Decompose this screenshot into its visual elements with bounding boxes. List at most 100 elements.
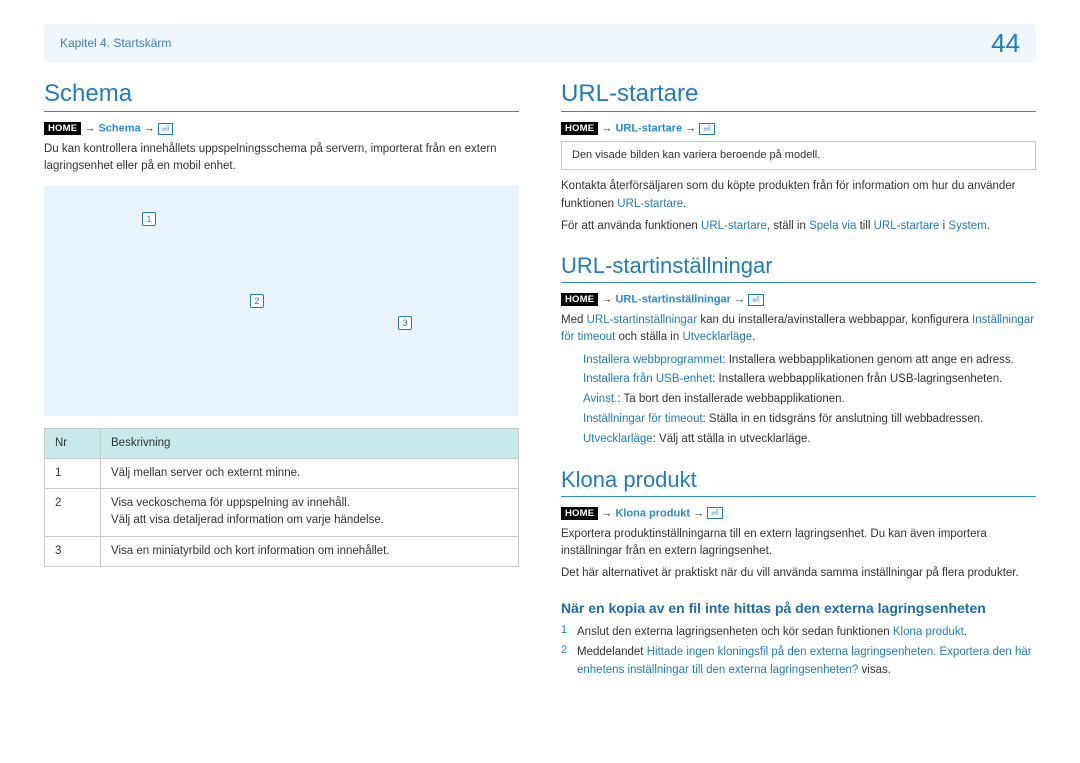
- text: .: [964, 626, 967, 638]
- home-badge: HOME: [561, 122, 598, 135]
- th-nr: Nr: [45, 428, 101, 458]
- cell-desc: Visa veckoschema för uppspelning av inne…: [101, 489, 519, 537]
- link-text: URL-startinställningar: [587, 314, 698, 326]
- table-header-row: Nr Beskrivning: [45, 428, 519, 458]
- link-text: URL-startare: [617, 198, 683, 210]
- text: .: [752, 331, 755, 343]
- text: Anslut den externa lagringsenheten och k…: [577, 626, 890, 638]
- list-item: Installera från USB-enhet: Installera we…: [573, 371, 1036, 389]
- schema-breadcrumb: HOME → Schema → ⏎: [44, 122, 519, 135]
- copy-not-found-subheader: När en kopia av en fil inte hittas på de…: [561, 600, 1036, 616]
- url-p1: Kontakta återförsäljaren som du köpte pr…: [561, 178, 1036, 213]
- table-row: 2 Visa veckoschema för uppspelning av in…: [45, 489, 519, 537]
- cell-desc: Välj mellan server och externt minne.: [101, 458, 519, 488]
- url-settings-link: URL-startinställningar: [615, 294, 731, 306]
- marker-3: 3: [398, 316, 412, 330]
- home-badge: HOME: [561, 293, 598, 306]
- right-column: URL-startare HOME → URL-startare → ⏎ Den…: [561, 80, 1036, 682]
- bullet-label: Inställningar för timeout: [583, 413, 703, 425]
- step-number: 2: [561, 644, 571, 656]
- link-text: System: [948, 220, 986, 232]
- home-badge: HOME: [561, 507, 598, 520]
- list-item: Utvecklarläge: Välj att ställa in utveck…: [573, 431, 1036, 449]
- schema-link: Schema: [98, 122, 140, 134]
- text: Meddelandet: [577, 646, 644, 658]
- schema-heading: Schema: [44, 80, 519, 112]
- clone-breadcrumb: HOME → Klona produkt → ⏎: [561, 507, 1036, 520]
- list-item: Installera webbprogrammet: Installera we…: [573, 352, 1036, 370]
- link-text: Utvecklarläge: [682, 331, 752, 343]
- step-number: 1: [561, 624, 571, 636]
- enter-icon: ⏎: [748, 294, 764, 306]
- clone-product-heading: Klona produkt: [561, 467, 1036, 497]
- clone-p1: Exportera produktinställningarna till en…: [561, 526, 1036, 561]
- schema-screenshot-placeholder: 1 2 3: [44, 186, 519, 416]
- clone-p2: Det här alternativet är praktiskt när du…: [561, 565, 1036, 582]
- url-settings-intro: Med URL-startinställningar kan du instal…: [561, 312, 1036, 347]
- clone-link: Klona produkt: [615, 507, 690, 519]
- cell-desc-line: Visa veckoschema för uppspelning av inne…: [111, 497, 350, 509]
- steps-block: 1 Anslut den externa lagringsenheten och…: [561, 624, 1036, 679]
- url-starter-breadcrumb: HOME → URL-startare → ⏎: [561, 122, 1036, 135]
- bullet-label: Installera webbprogrammet: [583, 354, 722, 366]
- bullet-text: : Ta bort den installerade webbapplikati…: [617, 393, 844, 405]
- bullet-text: : Välj att ställa in utvecklarläge.: [653, 433, 811, 445]
- bullet-text: : Installera webbapplikationen genom att…: [722, 354, 1014, 366]
- arrow-icon: →: [144, 122, 158, 134]
- bullet-label: Avinst.: [583, 393, 617, 405]
- text: kan du installera/avinstallera webbappar…: [697, 314, 972, 326]
- text: .: [987, 220, 990, 232]
- text: , ställ in: [767, 220, 806, 232]
- link-text: URL-startare: [874, 220, 940, 232]
- cell-nr: 1: [45, 458, 101, 488]
- step-text: Meddelandet Hittade ingen kloningsfil på…: [577, 644, 1036, 680]
- enter-icon: ⏎: [158, 123, 174, 135]
- text: Med: [561, 314, 583, 326]
- text: till: [856, 220, 873, 232]
- table-row: 3 Visa en miniatyrbild och kort informat…: [45, 536, 519, 566]
- top-bar: Kapitel 4. Startskärm 44: [44, 24, 1036, 62]
- bullet-label: Installera från USB-enhet: [583, 373, 712, 385]
- arrow-icon: →: [84, 122, 98, 134]
- arrow-icon: →: [601, 294, 615, 306]
- list-item: Avinst.: Ta bort den installerade webbap…: [573, 391, 1036, 409]
- link-text: Klona produkt: [893, 626, 964, 638]
- arrow-icon: →: [685, 122, 699, 134]
- url-p2: För att använda funktionen URL-startare,…: [561, 218, 1036, 235]
- bullet-text: : Installera webbapplikationen från USB-…: [712, 373, 1002, 385]
- left-column: Schema HOME → Schema → ⏎ Du kan kontroll…: [44, 80, 519, 682]
- home-badge: HOME: [44, 122, 81, 135]
- enter-icon: ⏎: [707, 507, 723, 519]
- cell-nr: 2: [45, 489, 101, 537]
- url-settings-breadcrumb: HOME → URL-startinställningar → ⏎: [561, 293, 1036, 306]
- step-row: 2 Meddelandet Hittade ingen kloningsfil …: [561, 644, 1036, 680]
- text: visas.: [858, 664, 891, 676]
- arrow-icon: →: [734, 294, 748, 306]
- step-text: Anslut den externa lagringsenheten och k…: [577, 624, 1036, 642]
- schema-intro-text: Du kan kontrollera innehållets uppspelni…: [44, 141, 519, 176]
- text: För att använda funktionen: [561, 220, 698, 232]
- bullet-text: : Ställa in en tidsgräns för anslutning …: [703, 413, 984, 425]
- arrow-icon: →: [693, 507, 707, 519]
- cell-desc-line: Välj att visa detaljerad information om …: [111, 514, 384, 526]
- th-desc: Beskrivning: [101, 428, 519, 458]
- arrow-icon: →: [601, 507, 615, 519]
- description-table: Nr Beskrivning 1 Välj mellan server och …: [44, 428, 519, 567]
- marker-1: 1: [142, 212, 156, 226]
- step-row: 1 Anslut den externa lagringsenheten och…: [561, 624, 1036, 642]
- url-starter-heading: URL-startare: [561, 80, 1036, 112]
- text: och ställa in: [615, 331, 682, 343]
- two-column-layout: Schema HOME → Schema → ⏎ Du kan kontroll…: [44, 80, 1036, 682]
- info-box: Den visade bilden kan variera beroende p…: [561, 141, 1036, 170]
- list-item: Inställningar för timeout: Ställa in en …: [573, 411, 1036, 429]
- enter-icon: ⏎: [699, 123, 715, 135]
- url-settings-heading: URL-startinställningar: [561, 253, 1036, 283]
- page-number: 44: [991, 28, 1020, 59]
- chapter-label: Kapitel 4. Startskärm: [60, 36, 171, 50]
- table-row: 1 Välj mellan server och externt minne.: [45, 458, 519, 488]
- cell-desc: Visa en miniatyrbild och kort informatio…: [101, 536, 519, 566]
- bullet-label: Utvecklarläge: [583, 433, 653, 445]
- link-text: Spela via: [809, 220, 856, 232]
- arrow-icon: →: [601, 122, 615, 134]
- link-text: URL-startare: [701, 220, 767, 232]
